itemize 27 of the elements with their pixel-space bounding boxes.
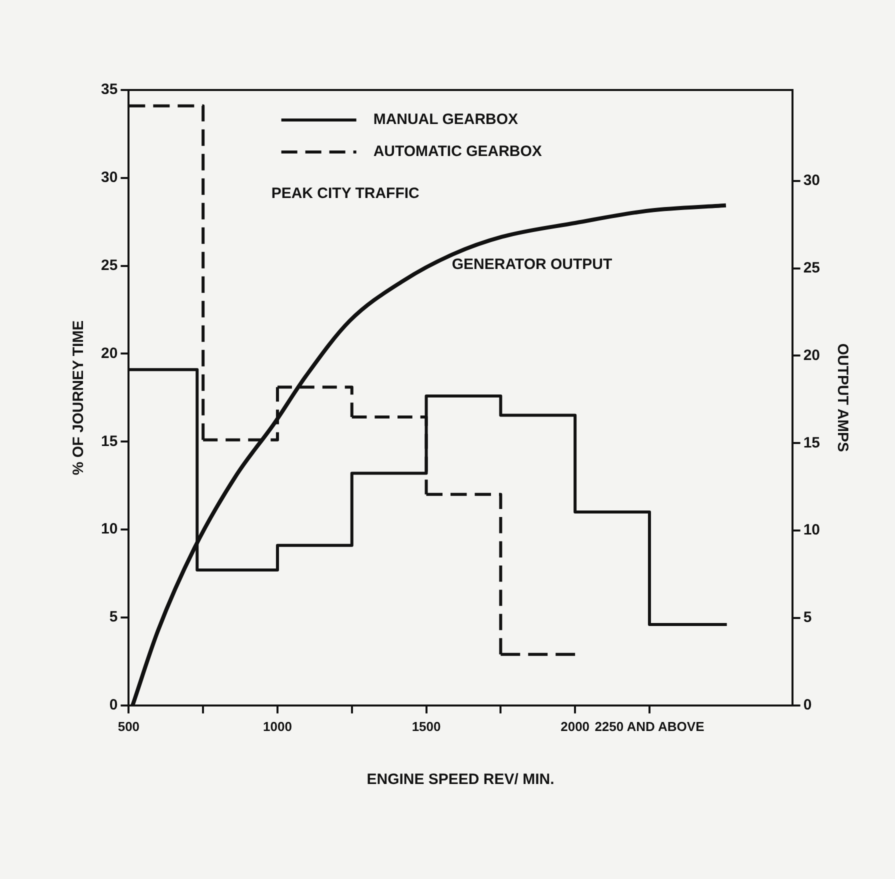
- series-label: GENERATOR OUTPUT: [452, 256, 612, 273]
- y2-tick-label: 0: [803, 696, 812, 714]
- y-tick-label: 10: [100, 520, 118, 538]
- y2-tick-label: 5: [803, 609, 812, 626]
- legend-label: MANUAL GEARBOX: [373, 111, 518, 128]
- y2-axis-title: OUTPUT AMPS: [834, 343, 851, 452]
- x-tick-label: 1500: [412, 718, 441, 734]
- x-axis-title: ENGINE SPEED REV/ MIN.: [366, 771, 554, 788]
- y-tick-label: 5: [109, 608, 118, 626]
- legend-label: AUTOMATIC GEARBOX: [373, 143, 542, 160]
- y-tick-label: 0: [109, 696, 118, 714]
- x-tick-label: 2250 AND ABOVE: [594, 718, 705, 734]
- y2-tick-label: 10: [803, 522, 820, 539]
- y2-tick-label: 25: [803, 259, 820, 276]
- y2-tick-label: 15: [803, 434, 820, 452]
- x-tick-label: 1000: [263, 718, 292, 734]
- y2-tick-label: 30: [803, 172, 820, 190]
- y-tick-label: 30: [100, 169, 118, 186]
- x-tick-label: 500: [118, 718, 140, 734]
- annotation: PEAK CITY TRAFFIC: [271, 185, 420, 202]
- y-tick-label: 35: [100, 81, 118, 98]
- x-tick-label: 2000: [560, 718, 590, 734]
- y-tick-label: 25: [100, 256, 118, 274]
- y-tick-label: 15: [100, 432, 118, 450]
- y-axis-title: % OF JOURNEY TIME: [70, 320, 88, 476]
- y-tick-label: 20: [100, 344, 118, 362]
- y2-tick-label: 20: [803, 346, 820, 364]
